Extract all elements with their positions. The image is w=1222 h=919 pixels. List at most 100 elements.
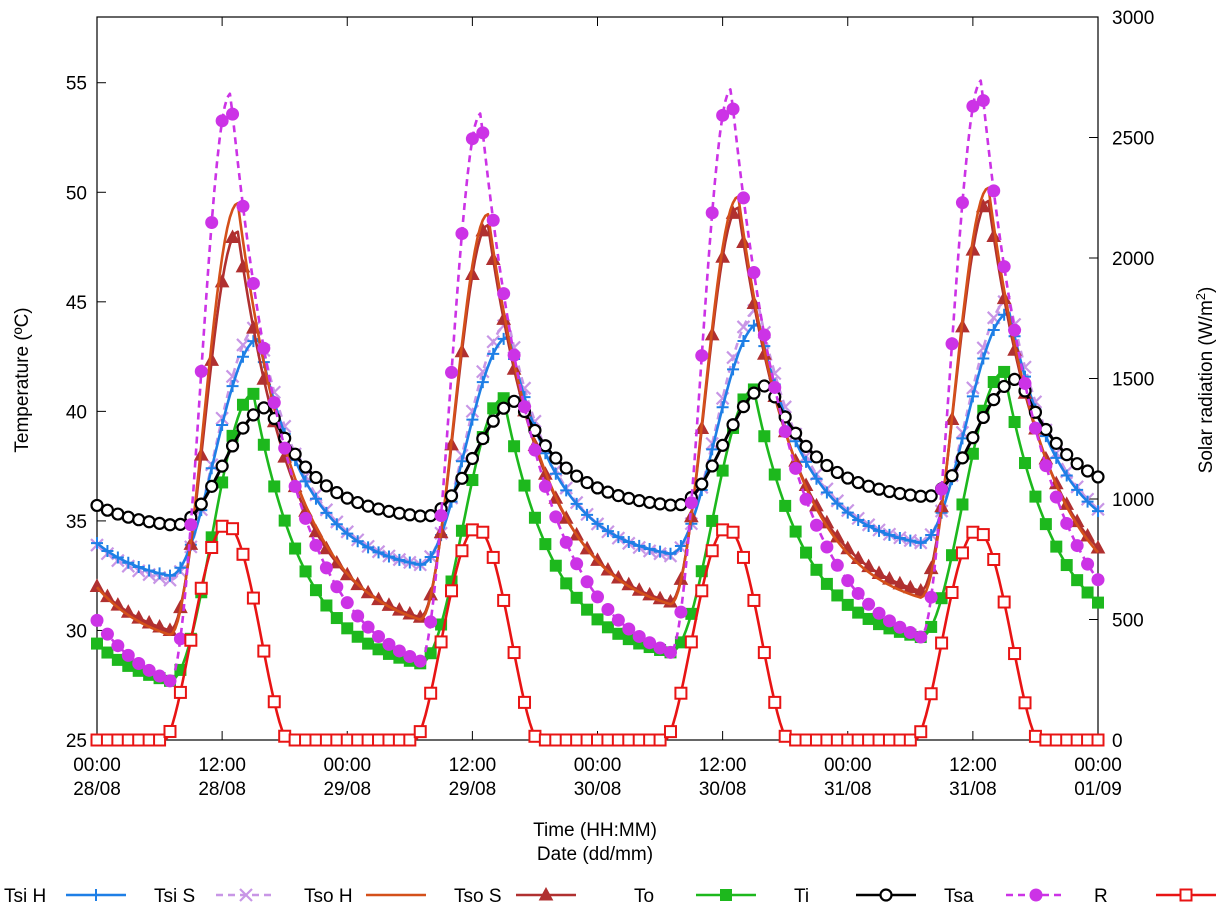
series-point-tsa (330, 580, 344, 594)
series-point-ti (809, 450, 824, 464)
series-point-ti (246, 408, 261, 422)
series-point-ti (549, 451, 563, 465)
series-point-tsa (111, 639, 125, 653)
series-point-tsa (622, 622, 636, 636)
series-point-to (278, 514, 291, 527)
series-point-ti (674, 498, 688, 512)
series-point-r (903, 733, 917, 747)
series-point-to (601, 621, 614, 634)
y-axis-right-title-sup: 2 (1193, 293, 1208, 300)
y-axis-right-title: Solar radiation (W/m2) (1193, 287, 1218, 474)
series-point-to (508, 440, 521, 453)
series-point-to (1019, 457, 1032, 470)
series-point-tso-s (89, 578, 105, 592)
series-point-to (257, 438, 270, 451)
series-point-tsi-h (414, 558, 427, 571)
series-point-tsa (914, 630, 928, 644)
x-tick-time: 00:00 (73, 755, 121, 776)
series-point-r (465, 523, 479, 537)
series-point-tsi-h (91, 537, 103, 550)
y-axis-left-title: Temperature (ºC) (12, 307, 33, 452)
series-point-ti (298, 460, 313, 474)
y-axis-right-title-close: ) (1196, 287, 1217, 293)
series-point-ti (1049, 436, 1063, 450)
series-point-r (945, 585, 959, 599)
series-point-tsi-h (309, 492, 322, 505)
series-point-r (163, 724, 177, 738)
series-point-to (987, 376, 1000, 389)
series-point-to (820, 577, 833, 590)
series-point-tsa (205, 216, 219, 230)
series-point-r (924, 687, 938, 701)
series-point-tsi-h (706, 443, 719, 456)
series-point-r (372, 733, 386, 747)
series-point-tsa (372, 630, 386, 644)
series-point-ti (340, 491, 354, 505)
series-point-r (736, 550, 750, 564)
series-point-tsa (1091, 573, 1105, 587)
series-point-r (361, 733, 375, 747)
series-point-to (956, 498, 969, 511)
legend-item-tsi-s: Tsi S (154, 886, 276, 907)
series-point-tsa (987, 184, 1001, 198)
legend-label: Tso H (304, 886, 353, 907)
series-point-tsi-h (393, 553, 406, 566)
series-point-r (403, 733, 417, 747)
series-point-tsa (455, 227, 469, 241)
series-point-tsa (570, 557, 584, 571)
series-point-r (1081, 733, 1095, 747)
series-point-tsa (601, 602, 615, 616)
series-point-tsa (674, 605, 688, 619)
series-point-tsa (809, 518, 823, 532)
series-point-to (716, 464, 729, 477)
series-point-to (768, 468, 781, 481)
x-tick-time: 12:00 (949, 755, 997, 776)
series-point-tsa (882, 614, 896, 628)
series-point-r (1060, 733, 1074, 747)
series-point-ti (257, 401, 271, 415)
series-point-ti (653, 497, 667, 511)
series-point-to (528, 511, 541, 524)
series-point-ti (997, 379, 1011, 394)
series-point-to (841, 598, 854, 611)
series-point-ti (924, 489, 938, 503)
series-point-tsi-h (216, 418, 229, 431)
y-axis-left: 25 30 35 40 45 50 55 (66, 74, 106, 752)
series-point-to (560, 577, 573, 590)
series-point-ti (716, 438, 730, 452)
series-point-tsa (351, 609, 365, 623)
series-point-to (591, 613, 604, 626)
x-tick-date: 31/08 (949, 779, 997, 800)
series-point-tsa (173, 632, 187, 646)
series-point-tsa (486, 213, 500, 227)
series-point-tsa (153, 669, 167, 683)
series-point-to (1060, 559, 1073, 572)
y-left-tick-label: 40 (66, 402, 87, 423)
legend-label: Tsi H (4, 886, 46, 907)
series-point-tsa (497, 287, 511, 301)
series-point-tsi-h (664, 547, 677, 560)
series-point-ti (726, 418, 740, 432)
series-point-r (382, 733, 396, 747)
series-point-to (998, 365, 1011, 378)
legend-item-tso-h: Tso H (304, 886, 426, 907)
series-point-ti (111, 507, 125, 521)
legend-swatch-marker (90, 889, 102, 901)
series-point-to (789, 525, 802, 538)
series-point-tsi-h (581, 508, 594, 521)
x-tick-time: 12:00 (449, 755, 497, 776)
series-tsa (90, 79, 1105, 688)
plot-frame (96, 16, 1099, 741)
series-point-ti (1007, 372, 1022, 386)
series-point-tso-s (485, 251, 501, 265)
series-point-to (101, 646, 114, 659)
series-point-ti (465, 451, 479, 466)
series-point-tsa (132, 657, 146, 671)
series-point-r (100, 733, 114, 747)
series-point-tsi-h (800, 455, 813, 468)
series-point-tsa (299, 511, 313, 525)
series-point-r (476, 525, 490, 539)
series-point-r (226, 522, 240, 536)
y-left-tick-label: 25 (66, 731, 87, 752)
series-point-tsa (830, 558, 844, 572)
